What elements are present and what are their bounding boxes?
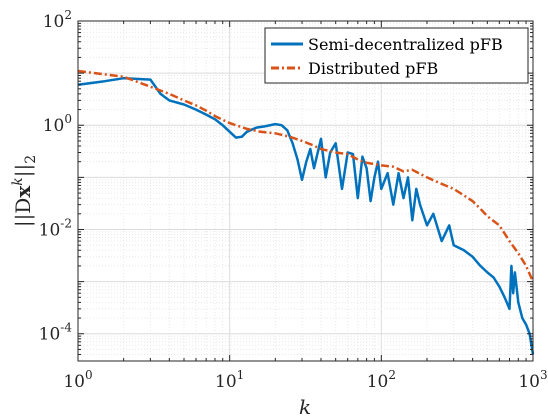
series-line-semi-decentralized xyxy=(77,76,535,355)
grid xyxy=(77,20,534,362)
y-tick-label: 10-2 xyxy=(39,216,72,240)
y-tick-label-base: 10 xyxy=(43,12,65,32)
x-axis-label: k xyxy=(299,395,311,419)
y-tick-label-base: 10 xyxy=(39,325,61,345)
y-axis-label-pre: ||D xyxy=(11,198,36,228)
x-tick-label-exp: 3 xyxy=(540,368,548,382)
y-tick-label-base: 10 xyxy=(39,220,61,240)
y-axis-label-sub: 2 xyxy=(23,155,39,164)
x-tick-label-base: 10 xyxy=(367,372,389,392)
x-tick-label-base: 10 xyxy=(518,372,540,392)
x-tick-label-exp: 1 xyxy=(237,368,245,382)
x-tick-label-base: 10 xyxy=(63,372,85,392)
y-tick-label: 100 xyxy=(43,112,72,136)
x-tick-label: 101 xyxy=(215,368,244,392)
legend-label-distributed: Distributed pFB xyxy=(308,59,438,78)
x-tick-labels: 100 101 102 103 xyxy=(63,368,547,392)
x-tick-label-base: 10 xyxy=(215,372,237,392)
series-line-distributed xyxy=(77,69,535,283)
x-tick-label-exp: 2 xyxy=(388,368,396,382)
x-tick-label: 103 xyxy=(518,368,547,392)
y-axis-label-sup: k xyxy=(10,177,26,185)
legend: Semi-decentralized pFB Distributed pFB xyxy=(264,27,529,84)
series-layer xyxy=(77,69,535,355)
y-tick-label: 102 xyxy=(43,8,72,32)
y-axis-label-post: || xyxy=(11,164,36,177)
plot-frame xyxy=(77,20,534,362)
y-tick-label-exp: -4 xyxy=(60,321,72,335)
y-tick-label-base: 10 xyxy=(43,116,65,136)
y-tick-label-exp: 0 xyxy=(64,112,72,126)
legend-label-semi-decentralized: Semi-decentralized pFB xyxy=(308,35,503,54)
y-tick-label: 10-4 xyxy=(39,321,73,345)
x-tick-label: 102 xyxy=(367,368,396,392)
x-tick-label: 100 xyxy=(63,368,92,392)
y-axis-label-bold: x xyxy=(11,185,35,198)
y-tick-label-exp: 2 xyxy=(64,8,72,22)
legend-box xyxy=(264,27,529,84)
ticks xyxy=(77,20,534,362)
y-tick-label-exp: -2 xyxy=(60,216,72,230)
x-tick-label-exp: 0 xyxy=(85,368,93,382)
y-axis-label: ||Dxk||2 xyxy=(10,155,39,227)
